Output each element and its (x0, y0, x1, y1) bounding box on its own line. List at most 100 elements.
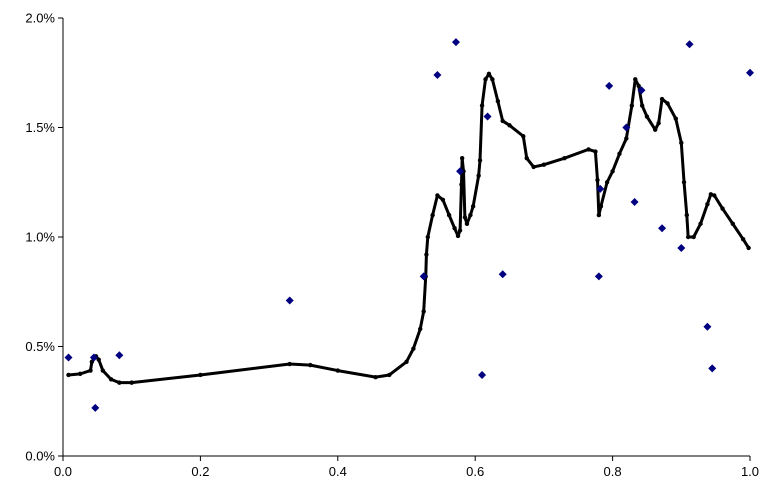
y-tick-label: 1.0% (25, 230, 55, 245)
x-tick-label: 0.0 (54, 464, 72, 479)
line-point (421, 309, 426, 314)
line-point (673, 116, 679, 121)
line-point (387, 372, 392, 378)
line-point (679, 140, 684, 146)
line-point (610, 169, 615, 174)
line-point (617, 151, 622, 156)
scatter-point (456, 167, 465, 176)
line-point (652, 127, 658, 132)
line-point (418, 326, 423, 332)
line-point (462, 215, 468, 220)
line-point (435, 193, 440, 198)
line-point (446, 212, 452, 218)
line-point (459, 155, 465, 161)
line-point (476, 173, 481, 178)
series-line-path (67, 72, 751, 385)
scatter-point (451, 38, 460, 47)
line-point (521, 134, 526, 139)
line-point (644, 114, 650, 119)
x-tick-label: 0.6 (466, 464, 484, 479)
line-point (424, 252, 429, 257)
line-point (531, 164, 536, 170)
y-axis: 0.0% 0.5% 1.0% 1.5% 2.0% (25, 11, 63, 464)
line-point (636, 83, 641, 89)
line-point (430, 212, 435, 218)
line-point (464, 221, 470, 227)
line-point (495, 99, 501, 104)
line-point (198, 372, 203, 378)
line-point (595, 177, 600, 183)
line-point (624, 136, 629, 141)
line-point (117, 380, 122, 385)
scatter-point (433, 70, 442, 79)
line-point (455, 233, 461, 239)
line-point (490, 77, 495, 82)
series-line (66, 71, 751, 385)
line-point (373, 374, 378, 380)
line-point (562, 155, 567, 161)
line-point (659, 96, 665, 102)
line-point (425, 234, 430, 240)
scatter-point (622, 123, 631, 132)
scatter-point (703, 322, 712, 331)
line-point (684, 212, 689, 218)
scatter-point (677, 243, 686, 252)
scatter-point (478, 370, 487, 379)
series-scatter (64, 38, 754, 412)
line-point (468, 212, 473, 218)
line-point (129, 380, 134, 385)
line-point (108, 377, 114, 382)
line-point (712, 193, 717, 198)
line-point (66, 372, 71, 378)
y-tick-label: 2.0% (25, 11, 55, 26)
line-point (740, 236, 746, 242)
line-point (720, 206, 725, 211)
line-point (691, 234, 696, 240)
line-point (483, 77, 488, 82)
x-tick-label: 0.2 (191, 464, 209, 479)
x-tick-label: 1.0 (741, 464, 759, 479)
line-point (656, 120, 661, 126)
scatter-point (498, 270, 507, 279)
plot-frame (62, 18, 750, 457)
scatter-point (658, 224, 667, 233)
scatter-point (708, 364, 717, 373)
line-point (593, 149, 598, 154)
line-point (604, 180, 610, 185)
line-point (335, 368, 340, 373)
scatter-point (285, 296, 294, 305)
line-point (411, 346, 416, 351)
scatter-point (115, 351, 124, 360)
line-point (633, 77, 638, 82)
scatter-point (596, 184, 605, 193)
line-point (96, 357, 101, 362)
line-point (507, 123, 512, 128)
scatter-point (483, 112, 492, 121)
y-tick-label: 1.5% (25, 120, 55, 135)
line-point (486, 71, 492, 77)
line-point (705, 201, 710, 207)
line-point (708, 192, 714, 197)
line-point (100, 368, 106, 373)
line-point (479, 103, 485, 108)
x-axis: 0.0 0.2 0.4 0.6 0.8 1.0 (54, 456, 759, 479)
line-point (541, 162, 547, 167)
line-point (524, 155, 529, 161)
scatter-point (637, 86, 646, 95)
y-tick-label: 0.0% (25, 449, 55, 464)
line-point (477, 158, 483, 163)
scatter-point (419, 272, 428, 281)
line-point (500, 118, 505, 124)
scatter-point (746, 68, 754, 77)
line-point (698, 221, 703, 227)
scatter-point (64, 353, 73, 362)
line-point (308, 362, 313, 368)
line-point (287, 361, 292, 367)
scatter-point (685, 40, 694, 49)
scatter-point (594, 272, 603, 281)
scatter-point (605, 81, 614, 90)
line-point (586, 147, 591, 152)
line-point (665, 101, 670, 106)
line-point (681, 180, 687, 185)
